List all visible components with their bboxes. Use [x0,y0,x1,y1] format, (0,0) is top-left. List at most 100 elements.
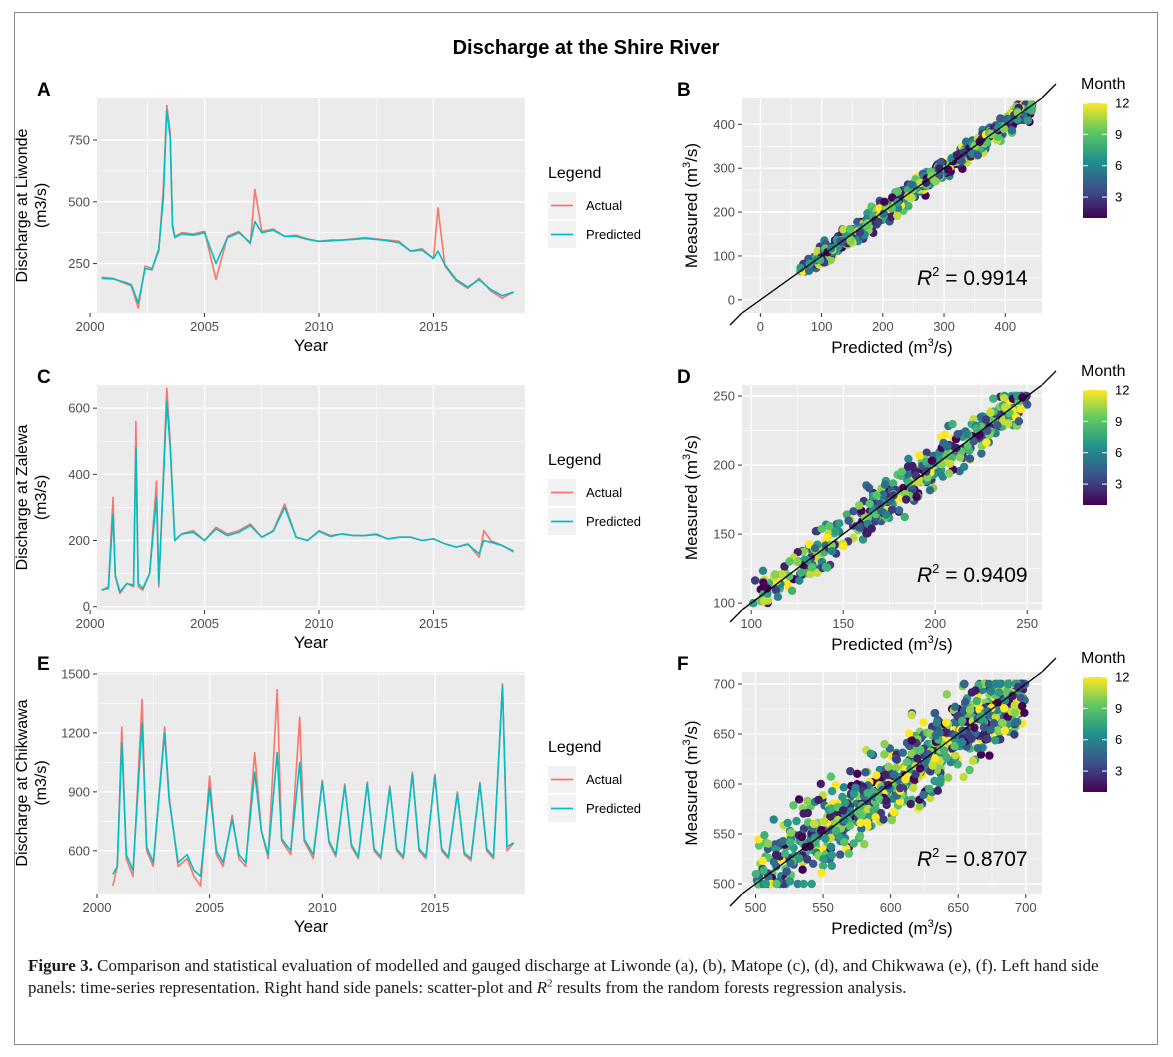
scatter-point [892,755,902,764]
fit-line-ext-low [729,609,743,623]
panel-f: 500 550 600 650 700 500 550 600 650 700 R2 = 0.870… [677,650,1129,938]
scatter-point [849,507,858,516]
scatter-point [826,772,836,781]
scatter-point [810,544,820,553]
scatter-point [904,454,913,464]
colorbar-tick-label: 9 [1115,701,1122,716]
scatter-point [1014,682,1023,692]
scatter-point [907,710,916,720]
scatter-point [839,783,848,792]
scatter-point [763,839,773,848]
scatter-point [817,868,826,878]
panel-letter: E [37,654,50,675]
scatter-point [1016,404,1026,414]
scatter-point [933,786,942,795]
scatter-point [950,742,959,751]
scatter-point [925,486,935,495]
scatter-point [1004,419,1013,428]
y-tick-label: 0 [83,599,90,614]
scatter-point [896,783,905,793]
scatter-point [965,454,975,463]
scatter-point [759,866,768,875]
x-axis-title-tail: /s) [934,635,953,654]
scatter-point [875,499,884,509]
x-tick-label: 550 [812,900,834,915]
y-axis-title-line2: (m3/s) [33,475,50,520]
y-tick-label: 750 [68,133,90,148]
scatter-point [887,816,897,825]
scatter-point [841,798,850,808]
panel-b: 0 100 200 300 400 0 100 200 300 400 R2 = 0.9914 B Pr… [677,76,1129,357]
scatter-point [783,818,792,828]
x-tick-label: 2010 [305,319,334,334]
y-axis-title-sup: 3 [681,454,693,460]
y-tick-label: 600 [68,843,90,858]
scatter-point [1007,126,1017,135]
legend-label-actual: Actual [586,198,622,213]
scatter-point [804,266,814,275]
scatter-point [803,796,812,806]
scatter-point [785,572,794,581]
r2-annotation: R2 = 0.9914 [917,264,1028,290]
scatter-point [977,449,986,458]
scatter-point [817,825,826,835]
scatter-point [908,181,917,190]
scatter-point [814,795,823,805]
panel-letter: A [37,80,51,101]
y-axis-title-line1: Discharge at Zalewa [14,424,31,570]
scatter-point [908,461,917,471]
x-tick-label: 650 [947,900,969,915]
scatter-point [994,688,1004,697]
colorbar-tick-label: 6 [1115,445,1122,460]
y-tick-label: 1200 [61,725,90,740]
colorbar-title: Month [1081,363,1125,380]
scatter-point [809,859,818,868]
scatter-point [807,563,817,572]
scatter-point [782,867,791,876]
scatter-point [880,750,889,759]
fit-line [742,98,1042,313]
caption-r2-symbol: R [536,978,547,997]
y-tick-label: 200 [713,458,735,473]
scatter-point [863,789,872,798]
scatter-point [759,596,769,606]
scatter-point [907,736,916,745]
scatter-point [1027,106,1036,115]
scatter-point [968,756,978,765]
y-tick-label: 100 [713,596,735,611]
scatter-point [969,437,978,446]
legend-label-actual: Actual [586,772,622,787]
legend: Legend Actual Predicted [548,452,641,535]
x-tick-label: 400 [994,319,1016,334]
y-tick-label: 650 [713,727,735,742]
x-tick-label: 0 [757,319,764,334]
y-tick-label: 900 [68,784,90,799]
y-axis-title-line2: (m3/s) [33,183,50,228]
y-axis-title-tail: /s) [682,143,701,162]
scatter-point [956,453,965,462]
x-axis-title-sup: 3 [928,918,934,930]
x-axis-title-base: Predicted (m [831,338,927,357]
series-line-predicted [112,684,515,878]
scatter-point [893,211,902,220]
scatter-point [838,806,848,815]
y-axis-title-tail: /s) [682,720,701,739]
x-tick-label: 2015 [419,616,448,631]
x-tick-label: 2000 [76,319,105,334]
y-tick-label: 500 [713,877,735,892]
figure-caption: Figure 3. Comparison and statistical eva… [28,955,1138,999]
scatter-point [919,790,928,800]
r2-superscript: 2 [932,264,939,279]
scatter-point [839,225,848,234]
scatter-point [1000,394,1009,403]
legend-title: Legend [548,452,601,469]
fit-line-ext-low [729,893,743,907]
x-tick-label: 150 [832,616,854,631]
x-axis-title: Year [294,336,329,355]
scatter-point [761,879,770,889]
x-tick-label: 2010 [305,616,334,631]
scatter-point [953,151,962,161]
scatter-point [839,542,848,551]
scatter-point [872,491,881,500]
x-axis-title-sup: 3 [928,634,934,646]
